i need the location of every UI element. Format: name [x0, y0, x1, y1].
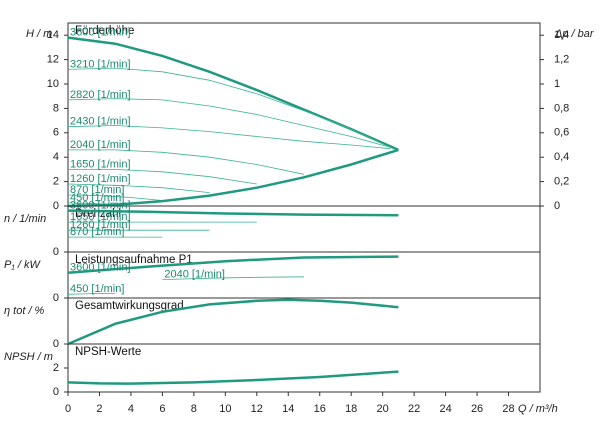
curve	[67, 293, 116, 295]
curve-label: 1650 [1/min]	[70, 211, 131, 223]
x-tick-label: 16	[314, 403, 326, 415]
y-axis-label: η tot / %	[4, 305, 45, 317]
curve-label: 870 [1/min]	[70, 226, 124, 238]
x-axis-label: Q / m³/h	[518, 403, 558, 415]
y-tick-label: 0	[53, 386, 59, 398]
curve	[67, 148, 399, 208]
y-tick-label: 8	[53, 102, 59, 114]
curve-label: 450 [1/min]	[70, 192, 124, 204]
curve-label: 2040 [1/min]	[164, 269, 225, 281]
curve	[67, 370, 399, 385]
curve-label: 1260 [1/min]	[70, 173, 131, 185]
curve-label: 2820 [1/min]	[70, 89, 131, 101]
y2-tick-label: 0	[554, 200, 560, 212]
y2-tick-label: 0,2	[554, 176, 569, 188]
curve	[67, 298, 399, 346]
curve	[162, 276, 305, 280]
y-axis-label: NPSH / m	[4, 351, 53, 363]
curve	[67, 98, 391, 148]
x-tick-label: 10	[219, 403, 231, 415]
y-tick-label: 2	[53, 176, 59, 188]
curve-label: 1650 [1/min]	[70, 158, 131, 170]
curve	[67, 125, 391, 150]
curve	[68, 149, 305, 175]
y-axis-label: n / 1/min	[4, 213, 46, 225]
curve-label: 2430 [1/min]	[70, 116, 131, 128]
curve-label: 3600 [1/min]	[70, 200, 131, 212]
curve-label: 1260 [1/min]	[70, 219, 131, 231]
curve	[67, 183, 210, 193]
y-tick-label: 12	[47, 54, 59, 66]
panel-title: NPSH-Werte	[75, 346, 141, 358]
x-tick-label: 14	[282, 403, 294, 415]
x-tick-label: 0	[65, 403, 71, 415]
x-tick-label: 20	[377, 403, 389, 415]
y-tick-label: 0	[53, 246, 59, 258]
curve-label: 870 [1/min]	[70, 184, 124, 196]
y-tick-label: 2	[53, 362, 59, 374]
y-tick-label: 0	[53, 200, 59, 212]
curve-label: 450 [1/min]	[70, 283, 124, 295]
x-tick-label: 26	[471, 403, 483, 415]
x-tick-label: 22	[408, 403, 420, 415]
x-tick-label: 2	[96, 403, 102, 415]
y-axis-label: H / m	[26, 28, 52, 40]
y-tick-label: 6	[53, 127, 59, 139]
x-tick-label: 8	[191, 403, 197, 415]
curve-label: 3600 [1/min]	[70, 27, 131, 39]
y2-axis-label: Δp / bar	[554, 28, 595, 40]
x-tick-label: 4	[128, 403, 134, 415]
x-tick-label: 28	[502, 403, 514, 415]
panel-title: Gesamtwirkungsgrad	[75, 300, 184, 312]
curve	[68, 169, 257, 185]
y2-tick-label: 0,8	[554, 102, 569, 114]
y-tick-label: 0	[53, 338, 59, 350]
y2-tick-label: 0,6	[554, 127, 569, 139]
y2-tick-label: 1,4	[554, 29, 569, 41]
y2-tick-label: 0,4	[554, 151, 569, 163]
y-tick-label: 14	[47, 29, 59, 41]
x-tick-label: 6	[159, 403, 165, 415]
y-tick-label: 4	[53, 151, 59, 163]
y-tick-label: 10	[47, 78, 59, 90]
x-tick-label: 12	[251, 403, 263, 415]
y2-tick-label: 1	[554, 78, 560, 90]
y-tick-label: 0	[53, 292, 59, 304]
curve-label: 3210 [1/min]	[70, 58, 131, 70]
curve-label: 2040 [1/min]	[70, 139, 131, 151]
curve	[67, 194, 163, 201]
curve	[67, 209, 399, 217]
y-axis-label: P₁ / kW	[4, 259, 41, 271]
curve	[67, 67, 391, 148]
panel-title: Förderhöhe	[75, 25, 134, 37]
y2-tick-label: 1,2	[554, 54, 569, 66]
curve-label: 3600 [1/min]	[70, 262, 131, 274]
panel-title: Leistungsaufnahme P1	[75, 254, 193, 266]
x-tick-label: 18	[345, 403, 357, 415]
x-tick-label: 24	[439, 403, 451, 415]
curve	[67, 255, 399, 274]
